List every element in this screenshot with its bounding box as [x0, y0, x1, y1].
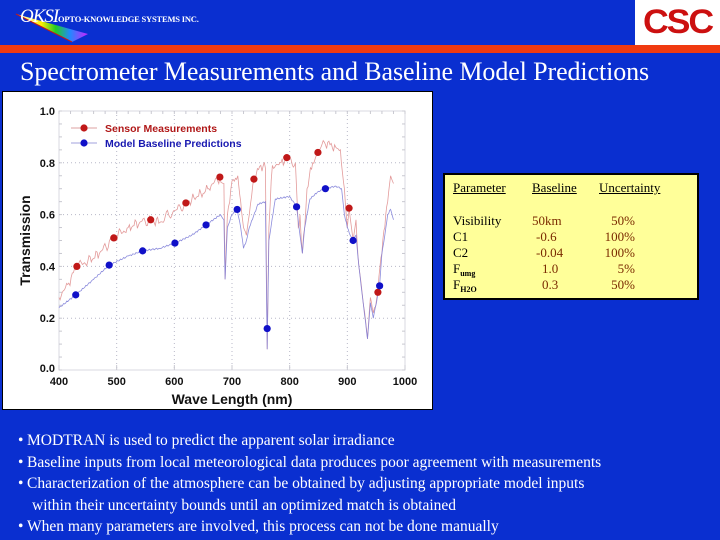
- bullet-icon: •: [18, 432, 24, 449]
- x-tick-label: 700: [223, 376, 241, 388]
- uncertainty-fumg: 5%: [617, 261, 635, 276]
- bullet-list: • MODTRAN is used to predict the apparent…: [18, 430, 601, 538]
- x-tick-label: 800: [280, 376, 298, 388]
- bullet-item: • Characterization of the atmosphere can …: [18, 473, 601, 495]
- baseline-visibility: 50km: [532, 213, 562, 228]
- y-tick-label: 1.0: [40, 106, 55, 118]
- header-parameter: Parameter: [453, 180, 506, 195]
- param-c1: C1: [453, 229, 469, 244]
- param-c2: C2: [453, 245, 469, 260]
- parameter-table: Parameter Baseline Uncertainty Visibilit…: [443, 173, 699, 300]
- oksi-logo-mark: OKSI: [20, 6, 59, 27]
- legend-sensor-marker-icon: [80, 124, 88, 132]
- transmission-chart: 400 500 600 700 800 900 1000 0.0 0.2 0.4 0.6 0.8 1.0…: [2, 91, 433, 410]
- model-marker: [72, 291, 80, 299]
- header-divider-stripe: [0, 45, 720, 53]
- bullet-icon: •: [18, 453, 24, 471]
- csc-logo: CSC: [635, 0, 720, 45]
- model-marker: [171, 239, 179, 247]
- uncertainty-visibility: 50%: [611, 213, 635, 228]
- y-tick-label: 0.6: [40, 210, 55, 222]
- sensor-marker: [110, 234, 118, 242]
- x-tick-label: 500: [107, 376, 125, 388]
- y-tick-label: 0.0: [40, 363, 55, 375]
- x-tick-label: 1000: [393, 376, 417, 388]
- sensor-marker: [345, 204, 353, 212]
- param-fumg-subscript: umg: [460, 269, 476, 278]
- model-marker: [376, 282, 384, 290]
- param-fh2o-subscript: H2O: [460, 285, 477, 294]
- sensor-marker: [216, 173, 224, 181]
- legend-label: Sensor Measurements: [105, 123, 217, 135]
- model-marker: [349, 236, 357, 245]
- baseline-fh2o: 0.3: [542, 277, 559, 292]
- legend-model-marker-icon: [80, 139, 88, 147]
- sensor-marker: [374, 288, 382, 296]
- sensor-marker: [283, 154, 291, 162]
- csc-logo-text: CSC: [642, 3, 714, 41]
- model-marker: [105, 261, 113, 269]
- x-axis-label: Wave Length (nm): [172, 391, 293, 407]
- y-axis-label: Transmission: [17, 195, 33, 285]
- model-marker: [292, 203, 301, 211]
- y-tick-label: 0.4: [40, 261, 56, 273]
- oksi-logo: [14, 6, 214, 46]
- bullet-item: • Baseline inputs from local meteorologic…: [18, 452, 601, 474]
- sensor-marker: [250, 175, 258, 183]
- sensor-marker: [73, 262, 81, 270]
- bullet-continuation: within their uncertainty bounds until an…: [32, 496, 457, 514]
- model-marker: [263, 324, 271, 333]
- x-tick-label: 600: [165, 376, 183, 388]
- bullet-item: • MODTRAN is used to predict the apparent…: [18, 430, 601, 452]
- bullet-icon: •: [18, 475, 24, 492]
- slide-title: Spectrometer Measurements and Baseline M…: [20, 57, 650, 86]
- param-visibility: Visibility: [453, 213, 502, 228]
- baseline-fumg: 1.0: [542, 261, 559, 276]
- param-fumg: Fumg: [453, 261, 476, 278]
- uncertainty-c2: 100%: [604, 245, 635, 260]
- model-marker: [202, 221, 210, 229]
- x-tick-label: 400: [50, 376, 68, 388]
- sensor-marker: [147, 216, 155, 224]
- oksi-company-name: OPTO-KNOWLEDGE SYSTEMS INC.: [58, 14, 199, 24]
- sensor-marker: [182, 199, 190, 207]
- param-fh2o: FH2O: [453, 277, 477, 294]
- prism-rainbow-icon: [15, 13, 88, 43]
- model-marker: [321, 185, 330, 193]
- uncertainty-fh2o: 50%: [611, 277, 635, 292]
- legend-label: Model Baseline Predictions: [105, 138, 242, 150]
- y-tick-label: 0.8: [40, 158, 55, 170]
- y-tick-label: 0.2: [40, 313, 55, 325]
- baseline-c2: -0.04: [536, 245, 564, 260]
- header-baseline: Baseline: [532, 180, 577, 195]
- model-marker: [139, 247, 147, 255]
- chart-canvas: 400 500 600 700 800 900 1000 0.0 0.2 0.4 0.6 0.8 1.0…: [17, 106, 417, 407]
- x-tick-label: 900: [338, 376, 356, 388]
- bullet-icon: •: [18, 518, 24, 535]
- baseline-c1: -0.6: [536, 229, 557, 244]
- header-uncertainty: Uncertainty: [599, 180, 661, 195]
- header-band: [0, 0, 720, 45]
- uncertainty-c1: 100%: [604, 229, 635, 244]
- bullet-item: • When many parameters are involved, this…: [18, 516, 601, 538]
- sensor-marker: [314, 148, 322, 157]
- model-marker: [233, 205, 241, 214]
- model-prediction-curve: [58, 185, 394, 350]
